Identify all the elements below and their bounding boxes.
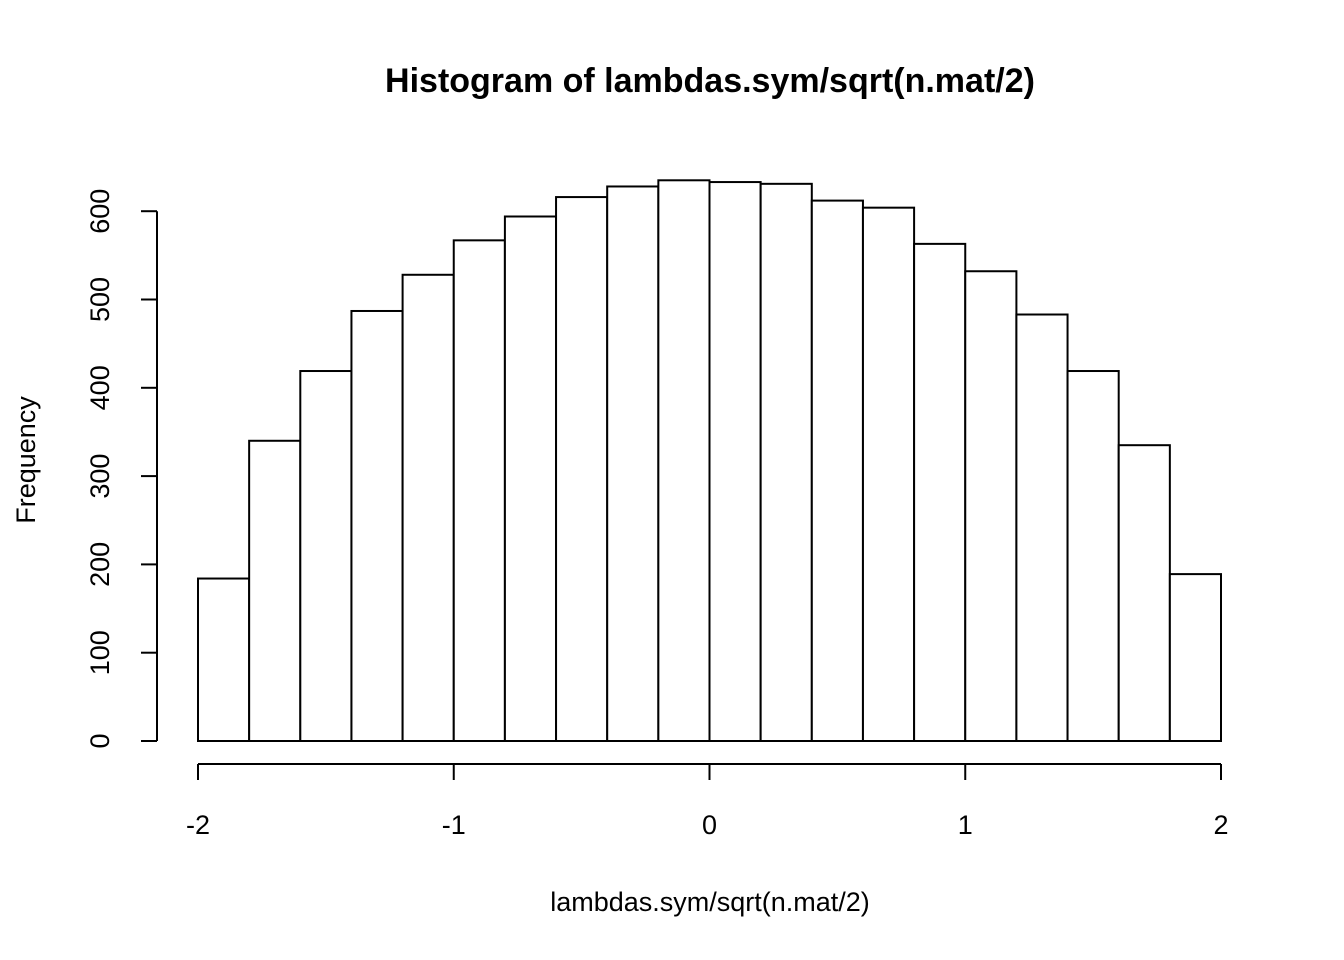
- histogram-bar: [1015, 313, 1069, 742]
- histogram-bar: [913, 242, 967, 742]
- histogram-bar: [1117, 444, 1171, 742]
- histogram-bar: [503, 215, 558, 743]
- histogram-bar: [555, 196, 609, 742]
- histogram-bar: [350, 309, 404, 742]
- histogram-bar: [861, 206, 916, 742]
- histogram-bar: [759, 182, 813, 742]
- histogram-bar: [1168, 573, 1222, 742]
- histogram-bar: [964, 270, 1018, 742]
- x-tick-label: 0: [702, 810, 717, 840]
- x-tick-label: -1: [442, 810, 466, 840]
- histogram-bar: [708, 181, 762, 743]
- y-tick-label: 100: [85, 630, 115, 675]
- y-tick-label: 600: [85, 189, 115, 234]
- histogram-bar: [299, 370, 353, 742]
- y-axis: 0 100 200 300 400 500 600: [85, 189, 158, 749]
- x-axis-label: lambdas.sym/sqrt(n.mat/2): [550, 887, 870, 917]
- histogram-bar: [197, 577, 251, 743]
- chart-title: Histogram of lambdas.sym/sqrt(n.mat/2): [385, 62, 1035, 100]
- x-tick-label: 2: [1213, 810, 1228, 840]
- histogram-bar: [810, 199, 864, 742]
- y-tick-label: 200: [85, 542, 115, 587]
- y-tick-label: 0: [85, 733, 115, 748]
- histogram-bar: [452, 239, 506, 743]
- histogram-bar: [248, 439, 302, 742]
- y-tick-label: 300: [85, 454, 115, 499]
- x-tick-label: 1: [958, 810, 973, 840]
- bars-group: [197, 179, 1222, 743]
- histogram-bar: [606, 185, 660, 742]
- x-tick-label: -2: [186, 810, 210, 840]
- y-axis-label: Frequency: [11, 396, 41, 524]
- y-tick-label: 500: [85, 277, 115, 322]
- histogram-bar: [401, 273, 455, 742]
- x-axis: -2 -1 0 1 2: [186, 763, 1229, 840]
- histogram-bar: [1066, 370, 1120, 742]
- histogram-bar: [657, 179, 711, 743]
- y-tick-label: 400: [85, 365, 115, 410]
